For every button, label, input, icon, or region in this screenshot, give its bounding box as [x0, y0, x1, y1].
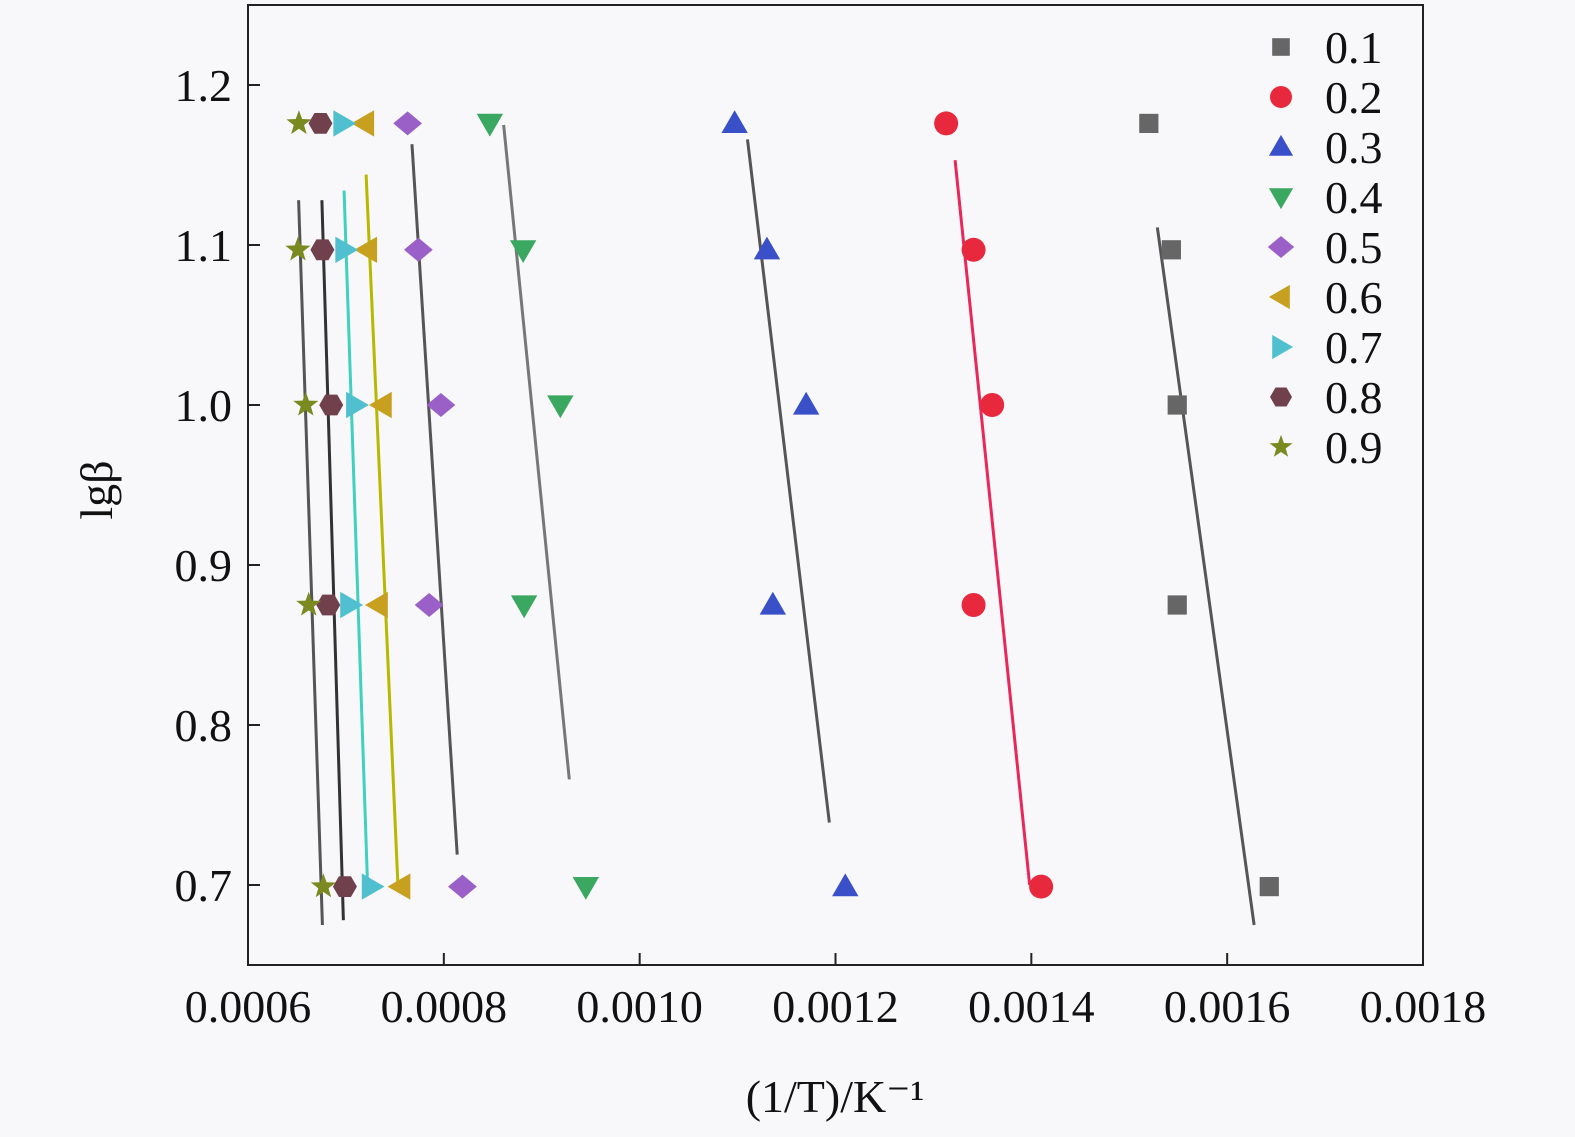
x-tick-label: 0.0018: [1360, 981, 1487, 1032]
point-series-0.5: [403, 237, 433, 262]
point-series-0.9: [296, 591, 322, 616]
data-points: [285, 110, 1279, 900]
fit-line-0.9: [297, 200, 324, 926]
legend-marker-0.5: [1267, 236, 1295, 258]
legend-label: 0.2: [1325, 72, 1383, 123]
point-series-0.1: [1139, 113, 1159, 133]
legend-label: 0.4: [1325, 172, 1383, 223]
point-series-0.6: [354, 236, 378, 263]
point-series-0.3: [832, 873, 859, 897]
fit-lines: [297, 124, 1256, 926]
point-series-0.6: [365, 591, 388, 619]
point-series-0.9: [285, 236, 311, 261]
point-series-0.7: [340, 591, 364, 619]
legend-marker-0.9: [1269, 434, 1293, 457]
legend-marker-0.3: [1268, 134, 1294, 156]
point-series-0.5: [426, 393, 456, 417]
fit-line-0.1: [1155, 227, 1256, 926]
point-series-0.3: [759, 591, 787, 615]
legend-marker-0.1: [1272, 38, 1290, 56]
legend-label: 0.7: [1325, 322, 1383, 373]
point-series-0.8: [316, 594, 341, 616]
x-tick-label: 0.0012: [772, 981, 899, 1032]
point-series-0.1: [1161, 240, 1181, 260]
point-series-0.4: [547, 395, 574, 419]
point-series-0.8: [308, 113, 333, 134]
point-series-0.5: [448, 874, 477, 899]
point-series-0.3: [792, 391, 820, 415]
point-series-0.2: [934, 111, 959, 136]
x-tick-label: 0.0006: [185, 981, 312, 1032]
point-series-0.2: [1029, 874, 1054, 899]
x-tick-label: 0.0014: [968, 981, 1095, 1032]
point-series-0.1: [1167, 395, 1187, 415]
point-series-0.8: [332, 876, 357, 897]
point-series-0.1: [1167, 595, 1187, 615]
legend-label: 0.8: [1325, 372, 1383, 423]
legend-label: 0.6: [1325, 272, 1383, 323]
legend-marker-0.8: [1270, 387, 1292, 407]
point-series-0.5: [393, 111, 423, 136]
point-series-0.6: [387, 873, 411, 900]
y-tick-label: 0.7: [175, 860, 233, 911]
point-series-0.7: [361, 873, 385, 900]
axis-ticks: 0.0006 0.0008 0.0010 0.0012 0.0014 0.0016 0.00…: [175, 60, 1487, 1032]
y-tick-label: 1.0: [175, 380, 233, 431]
legend-marker-0.4: [1268, 188, 1294, 210]
point-series-0.2: [980, 393, 1005, 417]
y-tick-label: 0.9: [175, 540, 233, 591]
plot-area: [247, 4, 1424, 966]
point-series-0.8: [319, 394, 344, 416]
point-series-0.4: [509, 240, 537, 263]
fit-line-0.2: [953, 160, 1032, 886]
legend-label: 0.3: [1325, 122, 1383, 173]
legend: 0.10.20.30.40.50.60.70.80.9: [1267, 22, 1383, 473]
point-series-0.9: [293, 391, 319, 416]
fit-line-0.7: [342, 190, 370, 886]
point-series-0.2: [961, 237, 986, 262]
point-series-0.6: [351, 110, 375, 137]
legend-marker-0.7: [1272, 334, 1294, 360]
point-series-0.3: [753, 236, 781, 260]
point-series-0.2: [961, 593, 986, 617]
x-axis-title: (1/T)/K⁻¹: [746, 1071, 925, 1122]
y-tick-label: 1.2: [175, 60, 233, 111]
point-series-0.9: [310, 873, 336, 898]
y-tick-label: 1.1: [175, 220, 233, 271]
point-series-0.7: [335, 236, 359, 263]
y-tick-label: 0.8: [175, 700, 233, 751]
legend-marker-0.6: [1268, 284, 1290, 310]
legend-label: 0.5: [1325, 222, 1383, 273]
point-series-0.4: [510, 595, 538, 619]
fit-line-0.8: [320, 200, 345, 921]
x-tick-label: 0.0016: [1164, 981, 1291, 1032]
fit-line-0.5: [410, 144, 459, 855]
point-series-0.6: [368, 391, 392, 419]
point-series-0.4: [572, 877, 600, 900]
y-axis-title: lgβ: [71, 460, 122, 519]
legend-label: 0.9: [1325, 422, 1383, 473]
point-series-0.8: [310, 239, 335, 261]
x-tick-label: 0.0008: [381, 981, 508, 1032]
x-tick-label: 0.0010: [576, 981, 703, 1032]
fit-line-0.4: [502, 124, 571, 780]
point-series-0.4: [476, 113, 504, 137]
point-series-0.3: [721, 110, 748, 133]
legend-marker-0.2: [1270, 86, 1292, 108]
point-series-0.7: [346, 391, 369, 419]
point-series-0.5: [414, 593, 444, 617]
point-series-0.9: [286, 110, 312, 135]
point-series-0.7: [333, 110, 357, 137]
legend-label: 0.1: [1325, 22, 1383, 73]
fit-line-0.6: [364, 174, 400, 886]
point-series-0.1: [1259, 877, 1279, 897]
